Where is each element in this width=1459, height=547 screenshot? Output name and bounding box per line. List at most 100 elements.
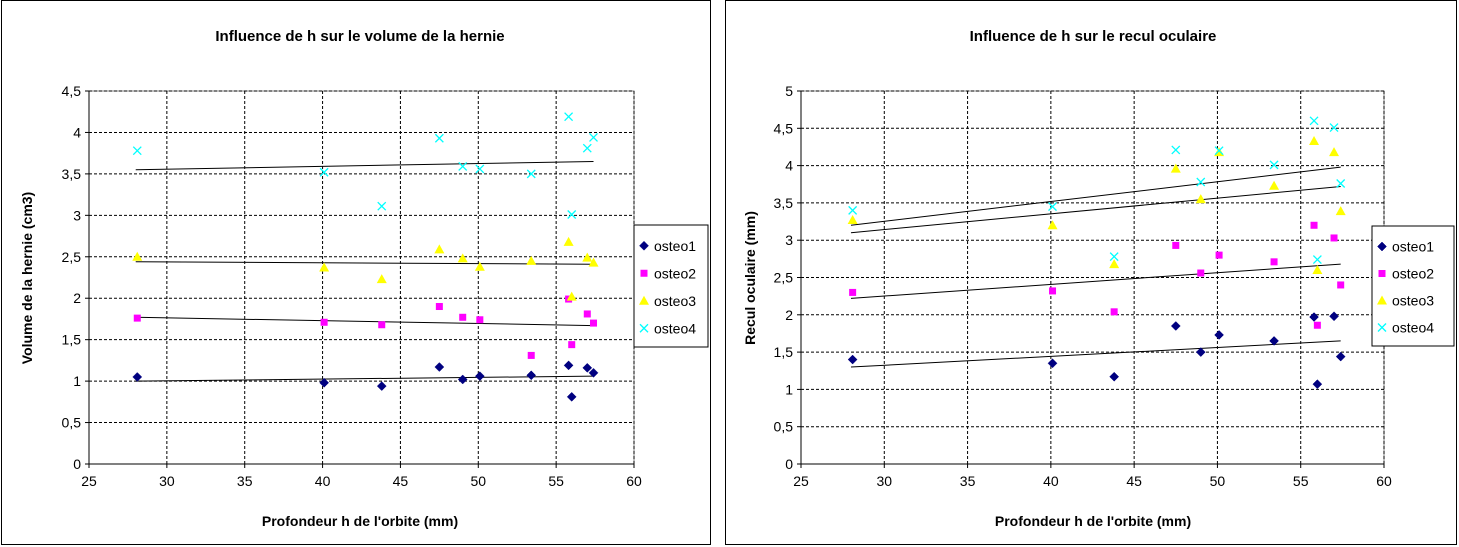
series-osteo4 — [132, 112, 598, 219]
x-tick-label: 60 — [626, 473, 642, 489]
point-osteo1 — [1269, 336, 1279, 346]
y-tick-label: 4 — [785, 158, 793, 174]
series-osteo1 — [132, 360, 599, 402]
point-osteo1 — [1047, 358, 1058, 369]
point-osteo4 — [1309, 116, 1319, 126]
point-osteo3 — [319, 262, 330, 272]
point-osteo4 — [1214, 146, 1224, 156]
point-osteo2 — [1330, 234, 1338, 242]
point-osteo3 — [1047, 220, 1058, 230]
point-osteo1 — [1214, 330, 1224, 340]
point-osteo2 — [1172, 241, 1180, 249]
point-osteo2 — [568, 341, 576, 349]
point-osteo2 — [1110, 308, 1118, 316]
point-osteo4 — [1196, 177, 1206, 187]
series-osteo4 — [848, 116, 1346, 265]
x-marker-stroke — [848, 205, 858, 215]
y-tick-label: 1 — [785, 381, 793, 397]
point-osteo3 — [526, 255, 537, 265]
point-osteo2 — [459, 313, 467, 321]
point-osteo3 — [566, 291, 577, 301]
legend-label-osteo3: osteo3 — [654, 293, 696, 309]
point-osteo2 — [133, 314, 141, 322]
point-osteo2 — [378, 321, 386, 329]
x-axis-title: Profondeur h de l'orbite (mm) — [995, 513, 1191, 529]
x-tick-label: 35 — [960, 473, 976, 489]
point-osteo3 — [1329, 147, 1340, 157]
x-tick-label: 40 — [1043, 473, 1059, 489]
volume-chart-panel: 0 0,5 1 1,5 2 2,5 3 3,5 4 4,5 25 30 35 40 45 50 55 60 Infl… — [1, 0, 711, 545]
trendline-osteo2 — [135, 316, 594, 327]
point-osteo2 — [435, 303, 443, 311]
x-marker-stroke — [132, 146, 142, 156]
trendline-osteo2 — [850, 263, 1341, 299]
legend-label-osteo4: osteo4 — [654, 320, 696, 336]
point-osteo3 — [847, 215, 858, 225]
point-osteo4 — [564, 112, 574, 122]
legend-marker-osteo1 — [639, 240, 649, 251]
point-osteo2 — [1270, 258, 1278, 266]
y-tick-label: 2 — [73, 290, 81, 306]
point-osteo2 — [590, 319, 598, 327]
point-osteo2 — [849, 288, 857, 296]
legend-label-osteo2: osteo2 — [654, 265, 696, 281]
point-osteo3 — [1309, 135, 1320, 145]
point-osteo1 — [1170, 321, 1181, 331]
point-osteo1 — [474, 371, 485, 381]
y-tick-label: 4 — [73, 124, 81, 140]
series-osteo1 — [847, 311, 1346, 390]
point-osteo1 — [132, 372, 143, 382]
y-tick-label: 2,5 — [62, 249, 82, 265]
x-marker-stroke — [319, 167, 329, 177]
point-osteo1 — [566, 392, 577, 402]
x-tick-label: 25 — [793, 473, 809, 489]
x-axis-title: Profondeur h de l'orbite (mm) — [262, 513, 458, 529]
y-axis-title: Recul oculaire (mm) — [742, 211, 758, 345]
point-osteo3 — [457, 253, 468, 263]
point-osteo3 — [376, 274, 387, 284]
x-marker-stroke — [589, 132, 598, 142]
y-tick-label: 0 — [73, 456, 81, 472]
point-osteo4 — [567, 210, 577, 219]
y-tick-label: 0,5 — [62, 415, 82, 431]
x-marker-stroke — [1309, 116, 1319, 126]
point-osteo3 — [1195, 194, 1206, 204]
legend-marker-osteo3 — [639, 295, 649, 305]
x-marker-stroke — [1048, 202, 1057, 212]
legend-marker-osteo2 — [640, 269, 648, 277]
volume-chart: 0 0,5 1 1,5 2 2,5 3 3,5 4 4,5 25 30 35 40 45 50 55 60 Infl… — [19, 28, 709, 529]
point-osteo3 — [1269, 180, 1280, 190]
y-tick-label: 1 — [73, 373, 81, 389]
y-tick-label: 3,5 — [774, 195, 794, 211]
y-tick-label: 2,5 — [774, 270, 794, 286]
point-osteo2 — [1337, 281, 1345, 289]
x-marker-stroke — [377, 201, 387, 211]
y-tick-label: 3 — [785, 232, 793, 248]
point-osteo4 — [319, 167, 329, 177]
point-osteo4 — [1171, 145, 1181, 155]
y-axis-title: Volume de la hernie (cm3) — [19, 192, 35, 364]
point-osteo4 — [377, 201, 387, 211]
point-osteo1 — [526, 370, 537, 381]
legend-label-osteo1: osteo1 — [1392, 239, 1434, 255]
x-tick-label: 40 — [315, 473, 331, 489]
legend-marker-osteo4 — [1377, 323, 1387, 332]
point-osteo4 — [1329, 123, 1339, 133]
point-osteo1 — [582, 362, 593, 373]
point-osteo1 — [376, 381, 387, 391]
x-marker-stroke — [1214, 146, 1224, 156]
point-osteo3 — [1312, 265, 1323, 275]
y-tick-label: 1,5 — [774, 344, 794, 360]
series-osteo3 — [132, 236, 599, 301]
legend-box — [1371, 225, 1455, 347]
point-osteo1 — [1335, 351, 1346, 362]
point-osteo1 — [1109, 371, 1120, 382]
point-osteo2 — [1197, 269, 1205, 277]
x-marker-stroke — [526, 169, 536, 179]
trendline-osteo1 — [135, 375, 594, 382]
x-tick-label: 60 — [1376, 473, 1392, 489]
x-tick-label: 45 — [1126, 473, 1142, 489]
point-osteo2 — [476, 316, 484, 324]
x-marker-stroke — [1329, 123, 1339, 133]
x-marker-stroke — [1109, 252, 1119, 262]
